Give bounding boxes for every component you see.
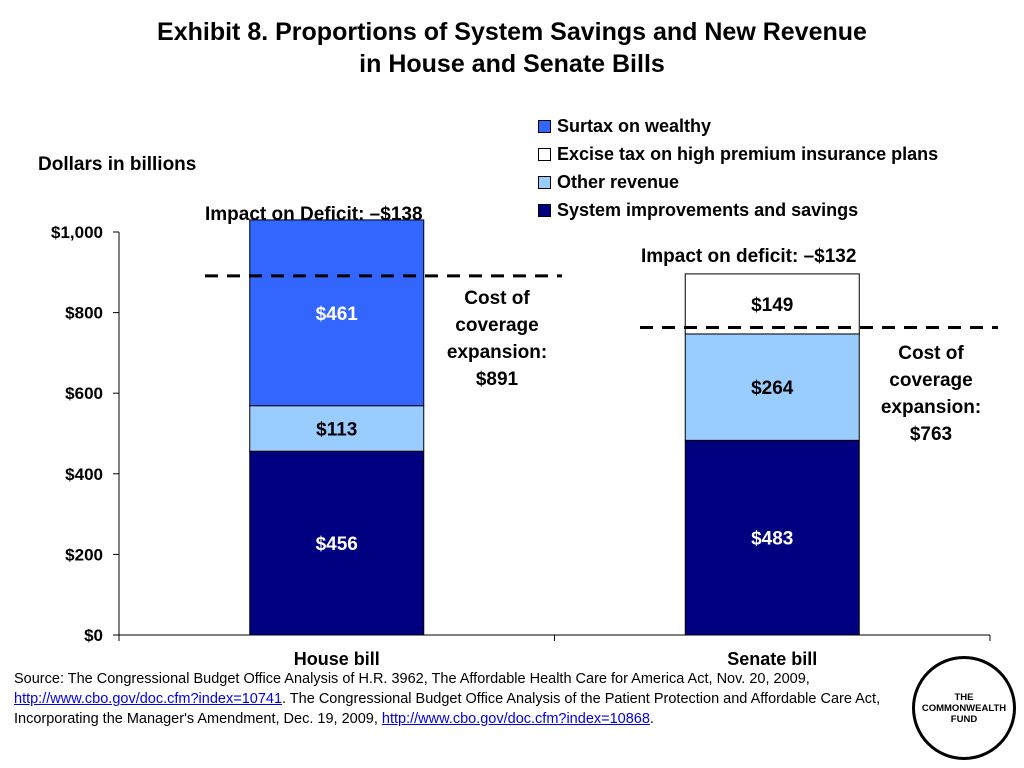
source-note: Source: The Congressional Budget Office … xyxy=(14,669,894,729)
y-tick-label: $0 xyxy=(84,626,103,645)
bar-segment xyxy=(684,333,860,441)
commonwealth-fund-logo: THE COMMONWEALTH FUND xyxy=(912,656,1016,760)
legend: Surtax on wealthy Excise tax on high pre… xyxy=(538,112,938,224)
bar-segment xyxy=(249,405,425,452)
bar-segment-label: $483 xyxy=(751,529,793,550)
senate-cost-line1: Cost of xyxy=(898,343,964,364)
bar-segment xyxy=(249,450,425,636)
legend-label-other-revenue: Other revenue xyxy=(557,171,680,192)
logo-line3: FUND xyxy=(950,713,978,725)
legend-item-system-savings: System improvements and savings xyxy=(538,196,938,224)
senate-cost-annotation: Cost of coverage expansion: $763 xyxy=(866,340,996,448)
bar-segment-label: $456 xyxy=(316,534,358,555)
legend-swatch-system-savings xyxy=(538,203,551,217)
y-tick-label: $200 xyxy=(65,545,103,564)
y-tick-label: $1,000 xyxy=(51,223,103,242)
y-tick-label: $400 xyxy=(65,465,103,484)
chart-title: Exhibit 8. Proportions of System Savings… xyxy=(0,16,1024,80)
legend-item-other-revenue: Other revenue xyxy=(538,168,938,196)
senate-deficit-annotation: Impact on deficit: –$132 xyxy=(641,246,857,267)
legend-swatch-surtax xyxy=(538,119,551,133)
source-text-2: . The Congressional Budget Office Analys… xyxy=(14,691,881,727)
house-cost-line1: Cost of xyxy=(464,288,530,309)
stacked-bar-chart: $0 $200 $400 $600 $800 $1,000 $456 $113 $461 Hous… xyxy=(51,219,998,668)
legend-label-excise: Excise tax on high premium insurance pla… xyxy=(557,143,939,164)
bar-segment-label: $264 xyxy=(751,378,794,399)
house-cost-line4: $891 xyxy=(475,369,519,390)
house-cost-annotation: Cost of coverage expansion: $891 xyxy=(432,285,562,393)
house-cost-line3: expansion: xyxy=(446,342,548,363)
house-cost-line2: coverage xyxy=(455,315,539,336)
y-tick-label: $600 xyxy=(65,384,103,403)
chart-title-line1: Exhibit 8. Proportions of System Savings… xyxy=(157,18,867,46)
x-category-label: House bill xyxy=(294,649,380,668)
y-axis-label: Dollars in billions xyxy=(38,154,197,175)
x-category-label: Senate bill xyxy=(727,649,817,668)
bar-segment-label: $461 xyxy=(316,304,359,325)
legend-swatch-excise xyxy=(538,147,551,161)
source-text-3: . xyxy=(649,711,654,727)
source-link-1[interactable]: http://www.cbo.gov/doc.cfm?index=10741 xyxy=(14,691,283,707)
bar-segment xyxy=(684,439,860,636)
legend-swatch-other-revenue xyxy=(538,175,551,189)
bar-segment xyxy=(684,273,860,335)
senate-cost-line4: $763 xyxy=(909,424,953,445)
legend-label-system-savings: System improvements and savings xyxy=(557,199,859,220)
bar-segment-label: $149 xyxy=(751,295,793,316)
bar-segment-label: $113 xyxy=(316,419,357,440)
senate-cost-line2: coverage xyxy=(889,370,973,391)
source-link-2[interactable]: http://www.cbo.gov/doc.cfm?index=10868 xyxy=(381,711,650,727)
logo-line1: THE xyxy=(954,691,974,703)
legend-label-surtax: Surtax on wealthy xyxy=(557,115,712,136)
source-text-1: Source: The Congressional Budget Office … xyxy=(14,671,810,687)
legend-item-surtax: Surtax on wealthy xyxy=(538,112,938,140)
logo-line2: COMMONWEALTH xyxy=(921,702,1007,714)
legend-item-excise: Excise tax on high premium insurance pla… xyxy=(538,140,938,168)
senate-cost-line3: expansion: xyxy=(880,397,982,418)
bar-segment xyxy=(249,219,425,407)
chart-title-line2: in House and Senate Bills xyxy=(359,50,665,78)
y-tick-label: $800 xyxy=(65,304,103,323)
